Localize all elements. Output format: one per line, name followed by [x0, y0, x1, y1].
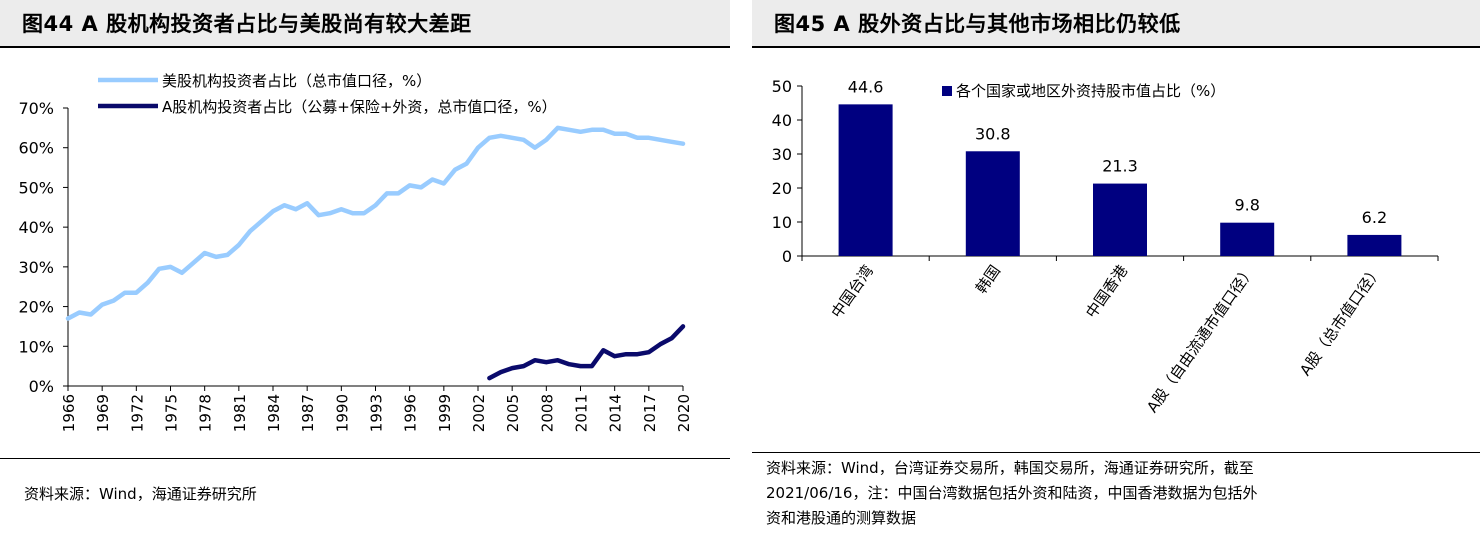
y-tick-label: 60%	[18, 139, 54, 158]
x-tick-label: 1996	[402, 394, 420, 432]
y-tick-label: 10	[772, 213, 792, 232]
y-tick-label: 50	[772, 77, 792, 96]
legend-swatch	[942, 86, 952, 96]
category-label: 韩国	[972, 262, 1004, 297]
y-tick-label: 30%	[18, 258, 54, 277]
y-tick-label: 0%	[29, 377, 54, 396]
right-source-line-2: 2021/06/16，注：中国台湾数据包括外资和陆资，中国香港数据为包括外	[766, 484, 1258, 502]
legend-label-1: 美股机构投资者占比（总市值口径，%）	[162, 72, 431, 90]
bar	[965, 151, 1020, 256]
x-tick-label: 2008	[538, 394, 556, 432]
x-tick-label: 2011	[573, 394, 591, 432]
y-tick-label: 30	[772, 145, 792, 164]
y-tick-label: 40%	[18, 218, 54, 237]
right-source-line-1: 资料来源：Wind，台湾证券交易所，韩国交易所，海通证券研究所，截至	[766, 459, 1254, 477]
x-tick-label: 2014	[607, 394, 625, 432]
left-line-chart: 0% 10% 20% 30% 40% 50% 60% 70% 1966 1969 1972 1975 1…	[18, 72, 693, 432]
left-source-divider	[0, 458, 730, 459]
legend-label: 各个国家或地区外资持股市值占比（%）	[956, 82, 1225, 100]
bar-value-label: 44.6	[848, 77, 884, 96]
category-label: A股（自由流通市值口径）	[1143, 262, 1258, 416]
bar	[1220, 222, 1275, 256]
left-source-note: 资料来源：Wind，海通证券研究所	[24, 485, 257, 503]
right-bar-chart: 0 10 20 30 40 50 44.6 中国台湾 30.8 韩国 21.3 中国香港 9.8 A股（自…	[772, 77, 1439, 416]
x-tick-label: 1969	[94, 394, 112, 432]
x-tick-label: 1987	[299, 394, 317, 432]
y-tick-label: 20%	[18, 298, 54, 317]
y-tick-label: 0	[782, 247, 792, 266]
x-tick-label: 1993	[368, 394, 386, 432]
left-figure-panel: 图44 A 股机构投资者占比与美股尚有较大差距 0% 10% 20% 30% 40% 50…	[0, 0, 730, 540]
bar	[1093, 183, 1147, 256]
series-line-1	[65, 125, 686, 321]
category-label: 中国台湾	[828, 262, 877, 321]
right-source-line-3: 资和港股通的测算数据	[766, 509, 917, 527]
bar-value-label: 21.3	[1102, 157, 1138, 176]
right-source-divider	[752, 452, 1480, 453]
bar-value-label: 30.8	[975, 124, 1011, 143]
x-tick-label: 1972	[128, 394, 146, 432]
x-tick-label: 1978	[197, 394, 215, 432]
left-chart-title: 图44 A 股机构投资者占比与美股尚有较大差距	[0, 0, 730, 48]
right-source-note: 资料来源：Wind，台湾证券交易所，韩国交易所，海通证券研究所，截至 2021/…	[766, 456, 1257, 531]
x-tick-label: 1984	[265, 394, 283, 432]
x-tick-label: 2005	[504, 394, 522, 432]
y-tick-label: 40	[772, 111, 792, 130]
bar-value-label: 9.8	[1234, 196, 1259, 215]
x-tick-label: 2020	[675, 394, 693, 432]
series-line-2	[487, 324, 686, 381]
bar-value-label: 6.2	[1362, 208, 1387, 227]
y-tick-label: 10%	[18, 337, 54, 356]
x-tick-label: 1975	[163, 394, 181, 432]
legend-label-2: A股机构投资者占比（公募+保险+外资，总市值口径，%）	[162, 98, 557, 116]
right-chart-title: 图45 A 股外资占比与其他市场相比仍较低	[752, 0, 1480, 48]
category-label: A股（总市值口径）	[1296, 262, 1385, 379]
category-label: 中国香港	[1082, 262, 1131, 321]
y-tick-label: 50%	[18, 178, 54, 197]
bar	[838, 104, 893, 256]
y-tick-label: 20	[772, 179, 792, 198]
x-tick-label: 1999	[436, 394, 454, 432]
x-tick-label: 2017	[641, 394, 659, 432]
x-tick-label: 1966	[60, 394, 78, 432]
x-tick-label: 1981	[231, 394, 249, 432]
x-tick-label: 1990	[333, 394, 351, 432]
bar	[1347, 234, 1402, 256]
y-tick-label: 70%	[18, 99, 54, 118]
right-figure-panel: 图45 A 股外资占比与其他市场相比仍较低 0 10 20 30 40 50 44.6 中国台…	[752, 0, 1480, 540]
x-tick-label: 2002	[470, 394, 488, 432]
